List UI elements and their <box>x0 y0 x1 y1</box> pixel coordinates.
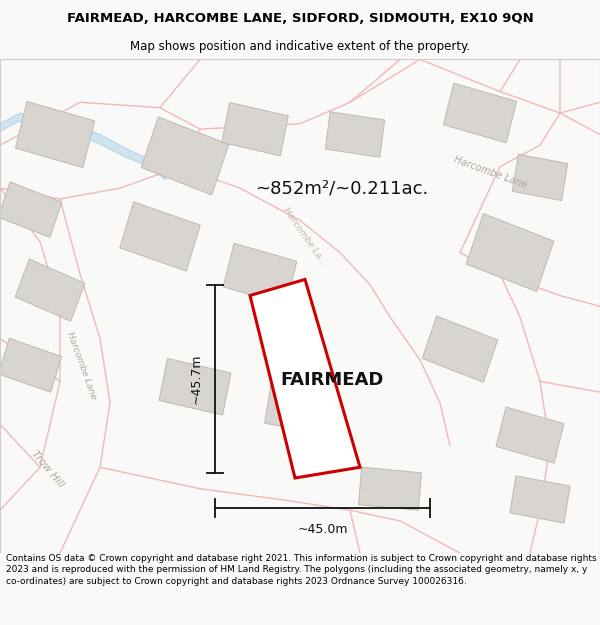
Polygon shape <box>222 102 288 156</box>
Text: ~45.7m: ~45.7m <box>190 354 203 404</box>
Polygon shape <box>510 476 570 523</box>
Text: Map shows position and indicative extent of the property.: Map shows position and indicative extent… <box>130 41 470 53</box>
Text: Harcombe Lane: Harcombe Lane <box>452 154 528 190</box>
Polygon shape <box>15 259 85 321</box>
Text: ~852m²/~0.211ac.: ~852m²/~0.211ac. <box>255 179 428 197</box>
Polygon shape <box>512 154 568 201</box>
Polygon shape <box>159 359 231 415</box>
Text: Contains OS data © Crown copyright and database right 2021. This information is : Contains OS data © Crown copyright and d… <box>6 554 596 586</box>
Polygon shape <box>443 83 517 142</box>
Polygon shape <box>325 112 385 158</box>
Polygon shape <box>0 338 62 392</box>
Polygon shape <box>16 101 95 168</box>
Text: FAIRMEAD: FAIRMEAD <box>281 371 384 389</box>
Text: Trow Hill: Trow Hill <box>30 449 66 489</box>
Polygon shape <box>223 243 297 305</box>
Polygon shape <box>250 279 360 478</box>
Polygon shape <box>0 182 62 238</box>
Polygon shape <box>359 468 421 510</box>
Text: Harcombe La...: Harcombe La... <box>281 206 328 267</box>
Polygon shape <box>265 383 325 433</box>
Polygon shape <box>466 214 554 292</box>
Text: FAIRMEAD, HARCOMBE LANE, SIDFORD, SIDMOUTH, EX10 9QN: FAIRMEAD, HARCOMBE LANE, SIDFORD, SIDMOU… <box>67 12 533 25</box>
Polygon shape <box>496 407 564 463</box>
Text: ~45.0m: ~45.0m <box>297 523 348 536</box>
Polygon shape <box>422 316 498 382</box>
Polygon shape <box>0 113 168 179</box>
Polygon shape <box>141 117 229 195</box>
Text: Harcombe Lane: Harcombe Lane <box>65 331 98 400</box>
Polygon shape <box>120 202 200 271</box>
